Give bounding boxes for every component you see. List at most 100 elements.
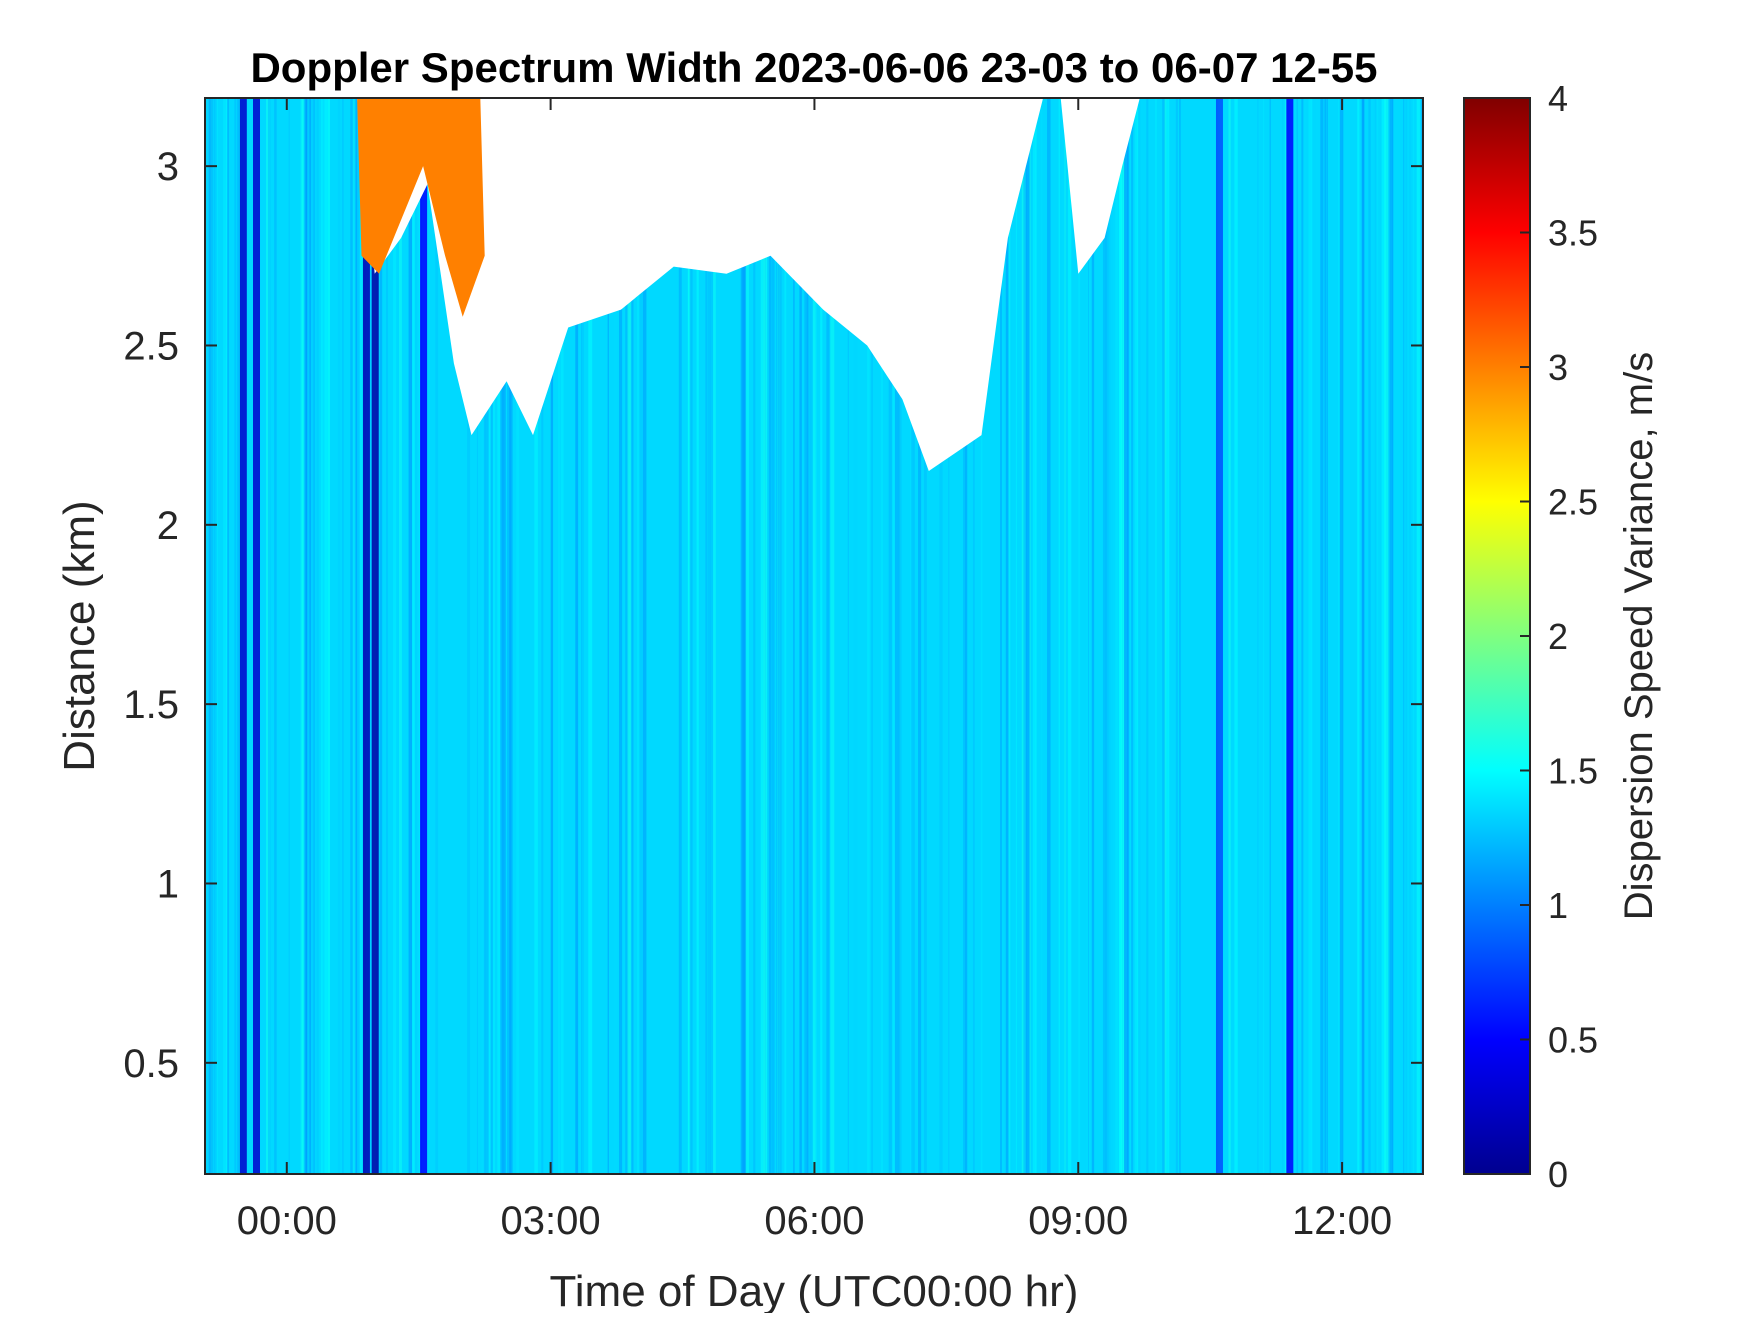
heatmap-streak: [1131, 98, 1134, 1174]
heatmap-streak: [557, 98, 561, 1174]
heatmap-streak: [1124, 98, 1127, 1174]
heatmap-streak: [1104, 98, 1109, 1174]
heatmap-streak: [1257, 98, 1259, 1174]
heatmap-streak: [1416, 98, 1420, 1174]
heatmap-streak: [613, 98, 617, 1174]
heatmap-streak: [880, 98, 884, 1174]
heatmap-streak: [1301, 98, 1304, 1174]
heatmap-streak: [517, 98, 520, 1174]
heatmap-streak: [678, 98, 682, 1174]
heatmap-streak: [918, 98, 922, 1174]
heatmap-streak: [1138, 98, 1141, 1174]
heatmap-streak: [689, 98, 693, 1174]
heatmap-streak: [1389, 98, 1393, 1174]
heatmap-streak: [274, 98, 277, 1174]
heatmap-streak: [550, 98, 554, 1174]
heatmap-streak: [627, 98, 631, 1174]
heatmap-streak: [534, 98, 538, 1174]
heatmap-streak: [497, 98, 501, 1174]
low-variance-column-2: [362, 98, 370, 1174]
heatmap-streak: [1421, 98, 1423, 1174]
x-tick-label: 09:00: [1028, 1199, 1128, 1243]
heatmap-streak: [317, 98, 319, 1174]
heatmap-streak: [355, 98, 360, 1174]
heatmap-streak: [485, 98, 489, 1174]
x-tick-label: 06:00: [764, 1199, 864, 1243]
heatmap-streak: [575, 98, 579, 1174]
heatmap-streak: [1381, 98, 1386, 1174]
heatmap-streak: [541, 98, 544, 1174]
y-tick-label: 2.5: [123, 324, 179, 368]
y-axis: 0.5 1 1.5 2 2.5 3: [123, 145, 1423, 1086]
plot-area: [205, 98, 1423, 1174]
heatmap-streak: [1405, 98, 1408, 1174]
heatmap-streak: [830, 98, 835, 1174]
y-tick-label: 3: [157, 145, 179, 189]
heatmap-streak: [321, 98, 326, 1174]
heatmap-streak: [393, 98, 397, 1174]
heatmap-streak: [1384, 98, 1389, 1174]
heatmap-streak: [939, 98, 943, 1174]
heatmap-streak: [227, 98, 230, 1174]
heatmap-streak: [1115, 98, 1118, 1174]
heatmap-streak: [637, 98, 640, 1174]
x-tick-label: 03:00: [501, 1199, 601, 1243]
heatmap-streak: [765, 98, 768, 1174]
heatmap-streak: [891, 98, 895, 1174]
heatmap-streak: [768, 98, 772, 1174]
colorbar-tick-label: 2: [1548, 616, 1568, 657]
heatmap-streak: [1368, 98, 1371, 1174]
low-variance-column-4: [420, 98, 428, 1174]
heatmap-streak: [980, 98, 983, 1174]
heatmap-streak: [1165, 98, 1170, 1174]
heatmap-streak: [1110, 98, 1113, 1174]
heatmap-streak: [214, 98, 218, 1174]
heatmap-streak: [753, 98, 756, 1174]
low-variance-column-0: [239, 98, 247, 1174]
x-axis: 00:00 03:00 06:00 09:00 12:00: [237, 98, 1392, 1243]
heatmap-streak: [763, 98, 768, 1174]
heatmap-streak: [488, 98, 491, 1174]
heatmap-streak: [631, 98, 634, 1174]
heatmap-streak: [1120, 98, 1124, 1174]
heatmap-streak: [871, 98, 873, 1174]
heatmap-streak: [1384, 98, 1386, 1174]
heatmap-streak: [1362, 98, 1365, 1174]
heatmap-streak: [313, 98, 316, 1174]
heatmap-streak: [268, 98, 271, 1174]
heatmap-streak: [853, 98, 858, 1174]
heatmap-streak: [321, 98, 323, 1174]
heatmap-streak: [1134, 98, 1138, 1174]
heatmap-streak: [777, 98, 782, 1174]
heatmap-streak: [642, 98, 647, 1174]
heatmap-streak: [304, 98, 308, 1174]
heatmap-streak: [1357, 98, 1360, 1174]
colorbar-axis: 0 0.5 1 1.5 2 2.5 3 3.5 4: [1520, 78, 1598, 1195]
heatmap-streak: [1313, 98, 1316, 1174]
heatmap-streak: [355, 98, 358, 1174]
heatmap-streak: [771, 98, 775, 1174]
heatmap-streak: [509, 98, 512, 1174]
x-tick-label: 12:00: [1292, 1199, 1392, 1243]
heatmap-streak: [1228, 98, 1231, 1174]
low-variance-column-5: [1215, 98, 1223, 1174]
heatmap-streak: [493, 98, 495, 1174]
heatmap-streak: [1403, 98, 1405, 1174]
heatmap-streak: [582, 98, 584, 1174]
heatmap-streak: [1155, 98, 1157, 1174]
heatmap-streak: [1029, 98, 1032, 1174]
heatmap-streak: [408, 98, 412, 1174]
heatmap-streak: [639, 98, 643, 1174]
heatmap-streak: [1175, 98, 1178, 1174]
heatmap-streak: [888, 98, 893, 1174]
heatmap-streak: [804, 98, 808, 1174]
heatmap-streak: [386, 98, 388, 1174]
heatmap-streak: [784, 98, 787, 1174]
heatmap-streak: [894, 98, 899, 1174]
heatmap-streak: [1234, 98, 1238, 1174]
heatmap-streak: [709, 98, 713, 1174]
heatmap-streak: [765, 98, 770, 1174]
heatmap-streak: [325, 98, 330, 1174]
heatmap-streak: [948, 98, 950, 1174]
heatmap-streak: [324, 98, 327, 1174]
